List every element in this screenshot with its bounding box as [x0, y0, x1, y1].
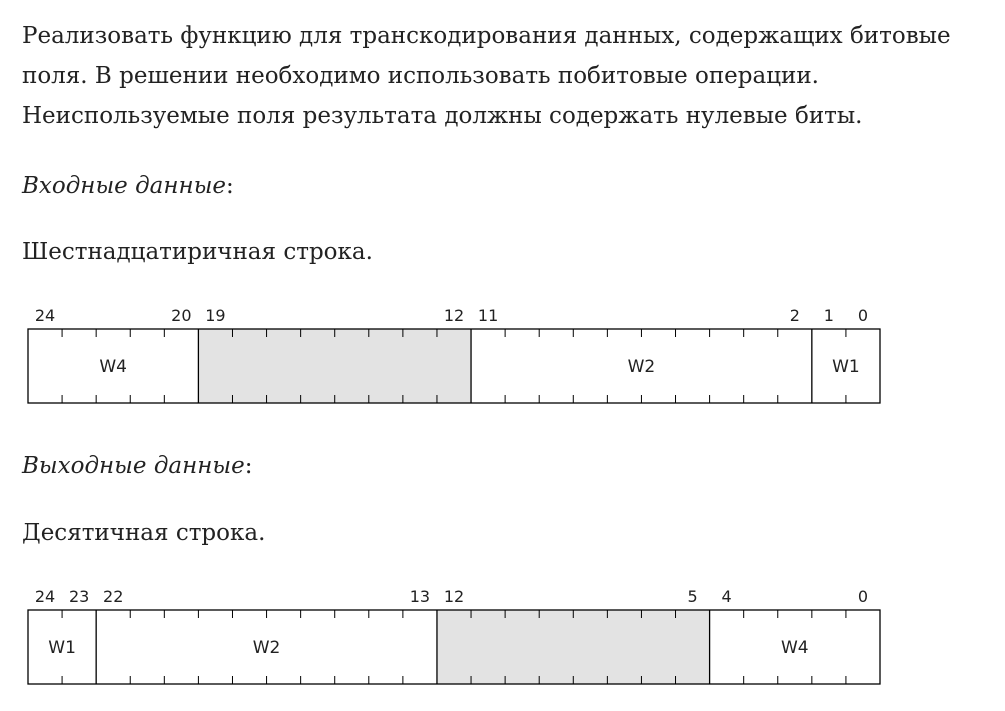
output-field-label-w4: W4: [781, 638, 809, 658]
input-bit-label-12: 12: [444, 306, 464, 325]
output-bit-label-13: 13: [410, 587, 430, 606]
output-bit-label-12: 12: [444, 587, 464, 606]
input-bit-layout-diagram: 24 20 19 12 11 2 1 0 W4 W2 W1: [27, 306, 881, 404]
output-register-box: [27, 609, 881, 685]
output-bit-label-4: 4: [722, 587, 732, 606]
output-heading: Выходные данные:: [22, 446, 253, 486]
input-unused-field-19-12: [198, 329, 472, 403]
output-bit-label-24: 24: [35, 587, 55, 606]
input-heading: Входные данные:: [22, 166, 234, 206]
output-unused-field-12-5: [436, 610, 710, 684]
task-text-line-1: Реализовать функцию для транскодирования…: [22, 23, 951, 49]
input-heading-colon: :: [226, 173, 234, 199]
output-bit-label-23: 23: [69, 587, 89, 606]
input-bit-label-2: 2: [790, 306, 800, 325]
output-field-label-w2: W2: [253, 638, 281, 658]
input-field-label-w2: W2: [628, 357, 656, 377]
input-bit-label-11: 11: [478, 306, 498, 325]
output-description: Десятичная строка.: [22, 520, 266, 546]
output-bit-layout-diagram: 24 23 22 13 12 5 4 0 W1 W2 W4: [27, 587, 881, 685]
output-heading-text: Выходные данные: [22, 453, 245, 479]
input-bit-label-0: 0: [858, 306, 868, 325]
output-bit-label-22: 22: [103, 587, 123, 606]
input-bit-label-1: 1: [824, 306, 834, 325]
output-heading-colon: :: [244, 453, 253, 479]
input-register-box: [27, 328, 881, 404]
task-text-line-3: Неиспользуемые поля результата должны со…: [22, 103, 863, 129]
input-bit-label-24: 24: [35, 306, 55, 325]
output-bit-label-5: 5: [687, 587, 697, 606]
input-description: Шестнадцатиричная строка.: [22, 239, 373, 265]
output-field-label-w1: W1: [48, 638, 76, 658]
task-text-line-2: поля. В решении необходимо использовать …: [22, 63, 819, 89]
input-bit-label-19: 19: [205, 306, 225, 325]
input-heading-text: Входные данные: [22, 173, 227, 199]
input-field-label-w4: W4: [99, 357, 127, 377]
input-bit-label-20: 20: [171, 306, 191, 325]
input-field-label-w1: W1: [832, 357, 860, 377]
output-bit-label-0: 0: [858, 587, 868, 606]
